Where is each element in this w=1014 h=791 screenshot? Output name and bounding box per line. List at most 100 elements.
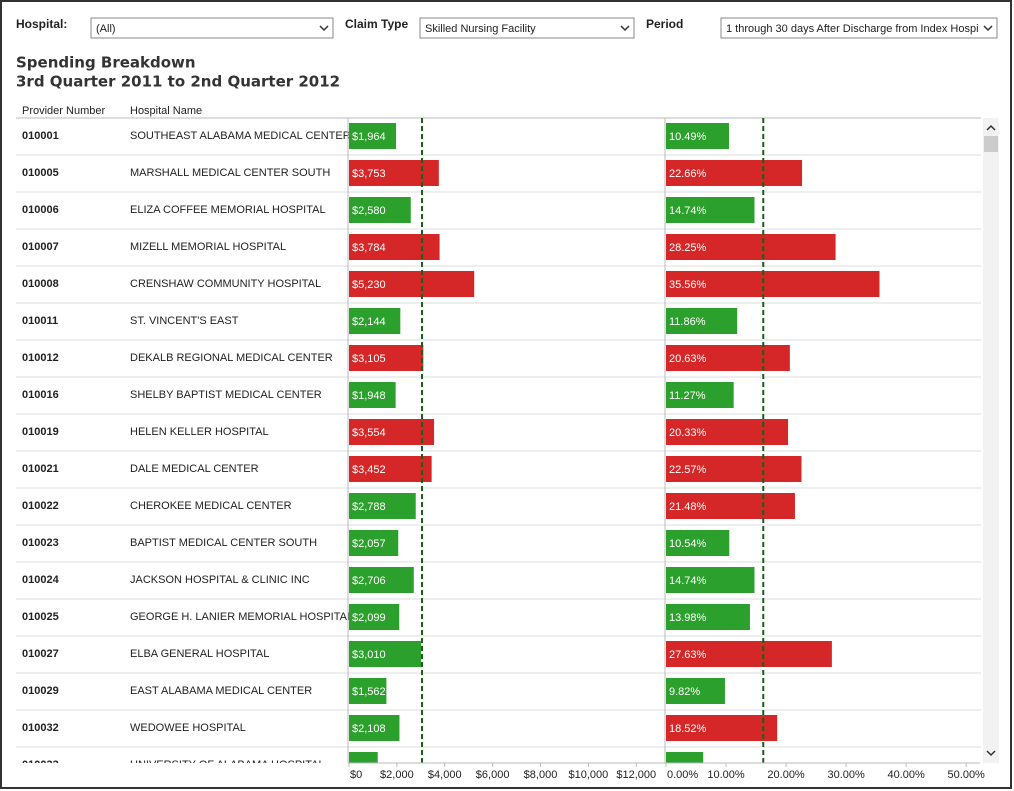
bar	[666, 752, 704, 763]
dropdown-value[interactable]: 1 through 30 days After Discharge from I…	[726, 23, 979, 35]
bar	[666, 197, 755, 223]
hospital-name: UNIVERSITY OF ALABAMA HOSPITAL	[130, 759, 325, 771]
bar-label: $3,010	[352, 649, 386, 661]
hospital-name: GEORGE H. LANIER MEMORIAL HOSPITAL	[130, 611, 353, 623]
x-tick-label: $4,000	[428, 769, 462, 781]
bar-label: 28.25%	[669, 242, 707, 254]
filter-label: Claim Type	[345, 17, 408, 31]
dropdown-value[interactable]: Skilled Nursing Facility	[425, 23, 536, 35]
provider-number: 010019	[22, 426, 59, 438]
bar-label: 21.48%	[669, 501, 707, 513]
x-tick-label: $8,000	[524, 769, 558, 781]
bar	[666, 123, 729, 149]
bar	[349, 715, 400, 741]
bar-label: 35.56%	[669, 279, 707, 291]
x-tick-label: $10,000	[569, 769, 609, 781]
dropdown-arrow[interactable]	[983, 25, 993, 32]
provider-number: 010022	[22, 500, 59, 512]
bar	[666, 493, 795, 519]
bar	[349, 123, 397, 149]
bar	[666, 234, 836, 260]
bar-label: 14.74%	[669, 205, 707, 217]
bar	[666, 604, 750, 630]
hospital-name: ELBA GENERAL HOSPITAL	[130, 648, 269, 660]
dropdown[interactable]	[419, 17, 635, 39]
bar-label: 20.33%	[669, 427, 707, 439]
bar	[349, 197, 411, 223]
bar	[666, 419, 789, 445]
bar	[666, 530, 730, 556]
bar	[349, 530, 399, 556]
dropdown-arrow[interactable]	[620, 25, 630, 32]
bar-label: $2,057	[352, 538, 386, 550]
bar	[666, 271, 880, 297]
hospital-name: HELEN KELLER HOSPITAL	[130, 426, 269, 438]
scroll-up[interactable]	[986, 124, 996, 131]
bar	[349, 382, 396, 408]
bar-label: 13.98%	[669, 612, 707, 624]
x-tick-label: $2,000	[380, 769, 414, 781]
hospital-name: CRENSHAW COMMUNITY HOSPITAL	[130, 278, 321, 290]
bar-label: 11.27%	[669, 390, 706, 402]
bar-label: 27.63%	[669, 649, 707, 661]
x-tick-label: 0.00%	[667, 769, 698, 781]
dropdown-arrow[interactable]	[319, 25, 329, 32]
dropdown-value[interactable]: (All)	[96, 23, 116, 35]
bar	[666, 308, 738, 334]
bar	[349, 456, 432, 482]
bar-label: $1,964	[352, 131, 386, 143]
provider-number: 010027	[22, 648, 59, 660]
bar-label: 10.49%	[669, 131, 707, 143]
bar-label: 22.66%	[669, 168, 707, 180]
dropdown-clip: 1 through 30 days After Discharge from I…	[726, 23, 979, 35]
bar	[666, 345, 790, 371]
bar-label: $2,706	[352, 575, 386, 587]
hospital-name: MARSHALL MEDICAL CENTER SOUTH	[130, 167, 330, 179]
bar	[349, 308, 401, 334]
provider-number: 010023	[22, 537, 59, 549]
column-header: Hospital Name	[130, 105, 202, 117]
filter-label: Period	[646, 17, 683, 31]
hospital-name: BAPTIST MEDICAL CENTER SOUTH	[130, 537, 317, 549]
bar-label: $1,562	[352, 686, 386, 698]
bar-label: 10.54%	[669, 538, 707, 550]
dropdown[interactable]	[90, 17, 334, 39]
scroll-thumb[interactable]	[984, 136, 998, 152]
bar-label: $2,144	[352, 316, 386, 328]
bar-label: $2,108	[352, 723, 386, 735]
bar-label: $3,554	[352, 427, 386, 439]
hospital-name: SOUTHEAST ALABAMA MEDICAL CENTER	[130, 130, 351, 142]
bar-label: $2,099	[352, 612, 386, 624]
hospital-name: CHEROKEE MEDICAL CENTER	[130, 500, 292, 512]
bar-label: $5,230	[352, 279, 386, 291]
bar-label: $3,105	[352, 353, 386, 365]
title: Spending Breakdown	[16, 54, 196, 72]
bar-label: $2,788	[352, 501, 386, 513]
x-tick-label: $6,000	[476, 769, 510, 781]
hospital-name: DEKALB REGIONAL MEDICAL CENTER	[130, 352, 333, 364]
bar-label: $3,452	[352, 464, 386, 476]
scrollbar[interactable]	[983, 118, 999, 763]
bar	[349, 271, 475, 297]
bar	[666, 160, 803, 186]
x-tick-label: 50.00%	[948, 769, 986, 781]
bar-label: $1,948	[352, 390, 386, 402]
provider-number: 010021	[22, 463, 59, 475]
provider-number: 010033	[22, 759, 59, 771]
provider-number: 010012	[22, 352, 59, 364]
filter-label: Hospital:	[16, 17, 67, 31]
hospital-name: JACKSON HOSPITAL & CLINIC INC	[130, 574, 310, 586]
bar-label: 18.52%	[669, 723, 707, 735]
provider-number: 010029	[22, 685, 59, 697]
bar-label: 20.63%	[669, 353, 707, 365]
hospital-name: MIZELL MEMORIAL HOSPITAL	[130, 241, 286, 253]
dropdown[interactable]	[720, 17, 998, 39]
bar	[666, 715, 778, 741]
bar	[349, 345, 424, 371]
x-tick-label: 10.00%	[707, 769, 745, 781]
x-tick-label: $12,000	[616, 769, 656, 781]
hospital-name: SHELBY BAPTIST MEDICAL CENTER	[130, 389, 322, 401]
provider-number: 010001	[22, 130, 59, 142]
scroll-down[interactable]	[986, 750, 996, 757]
